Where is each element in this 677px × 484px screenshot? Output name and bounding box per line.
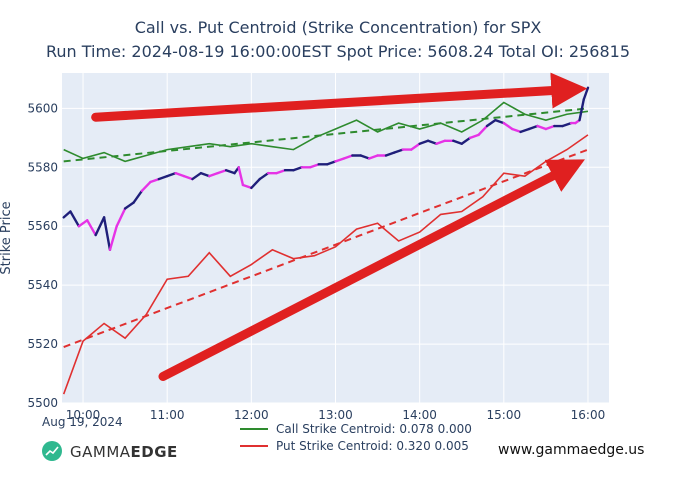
logo-wordmark: GAMMAEDGE (70, 443, 178, 461)
spot-price-segment (452, 139, 463, 145)
spot-price-segment (477, 124, 489, 137)
spot-price-segment (216, 169, 228, 175)
chart-subtitle: Run Time: 2024-08-19 16:00:00EST Spot Pr… (46, 42, 630, 61)
spot-price-segment (258, 171, 270, 181)
gammaedge-logo: GAMMAEDGE (42, 441, 178, 461)
spot-price-segment (224, 169, 236, 175)
spot-price-segment (115, 207, 127, 228)
spot-price-segment (536, 124, 548, 131)
x-tick-label: 16:00 (571, 408, 606, 422)
y-tick-label: 5540 (27, 278, 58, 292)
y-tick-label: 5500 (27, 396, 58, 410)
spot-price-segment (342, 154, 354, 160)
spot-price-segment (132, 189, 144, 204)
spot-price-segment (325, 160, 337, 166)
spot-price-segment (359, 154, 371, 160)
x-tick-label: 13:00 (318, 408, 353, 422)
spot-price-segment (69, 210, 81, 228)
spot-price-segment (191, 171, 203, 181)
spot-price-segment (157, 174, 169, 181)
spot-price-segment (250, 177, 261, 190)
spot-price-segment (561, 121, 573, 128)
spot-price-segment (123, 201, 135, 210)
y-tick-label: 5560 (27, 219, 58, 233)
legend-label-call: Call Strike Centroid: 0.078 0.000 (276, 422, 472, 436)
x-tick-label: 12:00 (234, 408, 269, 422)
trend-line-put (63, 148, 589, 348)
spot-price-segment (544, 124, 556, 131)
axis-labels: 5500 5520 5540 5560 5580 5600 10:00 11:00 12:00 1… (27, 101, 605, 422)
x-tick-label: 11:00 (150, 408, 185, 422)
spot-price-segment (502, 121, 514, 131)
spot-price-segment (468, 133, 480, 140)
spot-price-segment (140, 180, 152, 193)
legend: Call Strike Centroid: 0.078 0.000 Put St… (240, 422, 472, 453)
spot-price-segment (149, 177, 160, 184)
spot-price-segment (418, 139, 430, 145)
spot-price-segment (494, 118, 506, 125)
x-date-label: Aug 19, 2024 (42, 415, 123, 429)
spot-price-segment (519, 127, 531, 134)
y-tick-label: 5600 (27, 101, 58, 115)
trend-line-call (63, 107, 589, 163)
spot-price-segment (237, 166, 245, 187)
annotation-arrow (91, 72, 588, 122)
x-tick-label: 14:00 (402, 408, 437, 422)
x-tick-label: 10:00 (66, 408, 101, 422)
spot-price-segment (102, 216, 112, 251)
spot-price-segment (435, 139, 447, 145)
website-link[interactable]: www.gammaedge.us (498, 442, 644, 458)
spot-price-segment (460, 136, 472, 145)
spot-price-segment (393, 148, 405, 154)
spot-price-segment (384, 151, 396, 157)
annotation-arrow (158, 159, 585, 381)
spot-price-segment (485, 118, 497, 128)
spot-price-segment (174, 171, 186, 178)
y-axis-label: Strike Price (0, 201, 14, 274)
spot-price-segment (275, 169, 287, 175)
annotation-arrows (91, 72, 588, 381)
spot-price-segment (511, 127, 522, 134)
spot-price-segment (334, 157, 346, 163)
spot-price-segment (241, 183, 253, 190)
spot-price-segment (94, 216, 106, 237)
spot-price-segment (165, 171, 177, 178)
chart-title: Call vs. Put Centroid (Strike Concentrat… (135, 18, 542, 37)
spot-price-segment (208, 171, 219, 178)
spot-price-segment (199, 171, 211, 178)
x-tick-label: 15:00 (487, 408, 522, 422)
series-line-put (62, 134, 589, 395)
spot-price-segment (426, 139, 438, 145)
logo-trend-icon (45, 446, 59, 456)
spot-price-segment (86, 219, 97, 237)
logo-mark (42, 441, 62, 461)
legend-label-put: Put Strike Centroid: 0.320 0.005 (276, 439, 469, 453)
spot-price-segment (182, 174, 194, 181)
spot-price-segment (292, 166, 304, 172)
spot-price-segment (62, 210, 72, 219)
spot-price-segment (108, 225, 118, 251)
spot-price-segment (309, 163, 320, 169)
y-tick-label: 5520 (27, 337, 58, 351)
logo-text-gamma: GAMMA (70, 443, 131, 461)
y-tick-label: 5580 (27, 160, 58, 174)
logo-text-edge: EDGE (131, 443, 178, 461)
spot-price-segment (77, 219, 89, 228)
series-line-call (63, 101, 589, 163)
spot-price-segment (410, 142, 421, 151)
spot-price-segment (527, 124, 539, 131)
spot-price-segment (367, 154, 379, 160)
